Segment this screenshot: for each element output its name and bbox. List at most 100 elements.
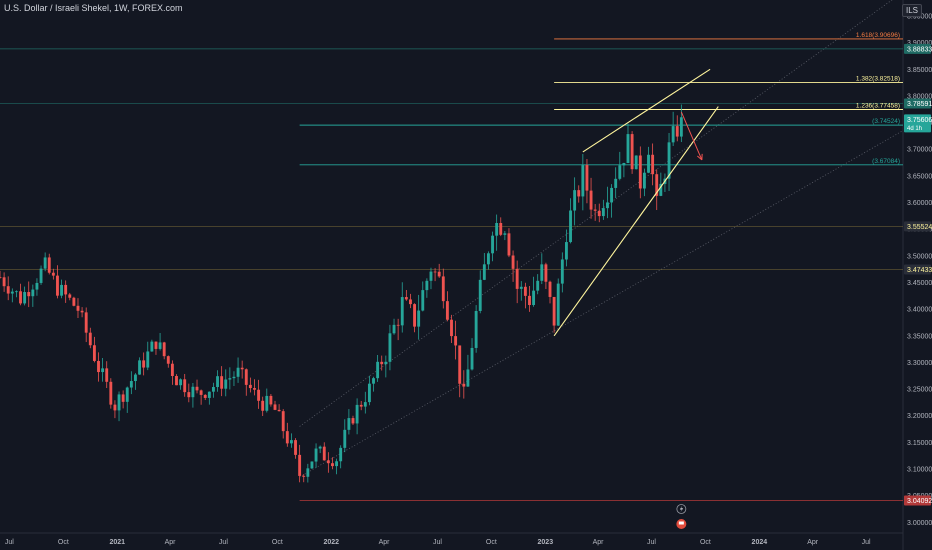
candle-body — [248, 384, 252, 389]
time-tick-label: Apr — [807, 539, 819, 546]
candle-body — [302, 475, 306, 477]
projection-arrow — [680, 111, 703, 161]
candle-body — [195, 386, 199, 391]
candle-body — [179, 379, 183, 386]
candle-body — [552, 296, 556, 326]
candle-body — [482, 264, 486, 280]
candle-body — [519, 286, 523, 289]
candle-body — [347, 418, 351, 430]
candle-body — [265, 395, 269, 411]
currency-badge[interactable]: ILS — [901, 4, 922, 17]
candle-body — [511, 255, 515, 269]
channel-line — [299, 0, 893, 427]
candle-body — [532, 290, 536, 305]
flag-icon — [676, 519, 687, 529]
candle-body — [380, 361, 384, 365]
price-tick-label: 3.80000 — [907, 93, 932, 100]
price-tick-label: 3.65000 — [907, 173, 932, 180]
candle-body — [634, 155, 638, 170]
candle-body — [601, 208, 605, 217]
candle-body — [478, 279, 482, 311]
candle-body — [507, 233, 511, 256]
candle-body — [158, 342, 162, 349]
candle-body — [211, 387, 215, 392]
time-tick-label: Jul — [862, 539, 871, 546]
candle-body — [372, 378, 375, 384]
candle-body — [121, 394, 125, 402]
price-axis-bg — [903, 0, 932, 550]
candle-body — [610, 187, 614, 203]
candle-body — [606, 202, 609, 209]
candle-body — [384, 361, 388, 365]
candle-body — [437, 271, 441, 277]
time-tick-label: Oct — [700, 539, 711, 546]
candle-body — [679, 117, 683, 137]
candle-body — [392, 324, 396, 334]
candle-body — [134, 374, 137, 382]
candle-body — [359, 404, 363, 407]
candle-body — [569, 210, 572, 243]
candle-body — [142, 360, 146, 368]
price-badge — [904, 114, 931, 133]
candle-body — [129, 381, 133, 388]
candle-body — [593, 209, 597, 211]
candle-body — [14, 291, 18, 293]
candle-body — [642, 172, 646, 189]
time-tick-label: Jul — [647, 539, 656, 546]
price-tick-label: 3.35000 — [907, 333, 932, 340]
candle-body — [269, 395, 273, 405]
candle-body — [577, 190, 581, 197]
candle-body — [191, 386, 195, 398]
candle-body — [425, 280, 429, 291]
fib-level-label: (3.67084) — [872, 158, 900, 165]
lightning-icon-ring — [676, 504, 687, 514]
time-tick-label: Jul — [219, 539, 228, 546]
candles — [0, 104, 683, 483]
candle-body — [203, 394, 207, 398]
candle-body — [454, 336, 458, 346]
price-tick-label: 3.45000 — [907, 280, 932, 287]
candle-body — [363, 402, 367, 407]
candle-body — [60, 284, 64, 296]
candle-body — [458, 345, 462, 384]
candle-body — [622, 162, 626, 166]
candle-body — [228, 378, 232, 380]
candle-body — [331, 463, 334, 467]
wedge-trendline — [582, 68, 711, 153]
candle-body — [548, 281, 552, 297]
candle-body — [244, 369, 248, 385]
lightning-icon-glyph — [679, 505, 684, 513]
candle-body — [647, 154, 650, 173]
candle-body — [236, 367, 240, 377]
candle-body — [523, 286, 527, 296]
candle-body — [220, 376, 224, 389]
candle-body — [409, 299, 412, 305]
candle-body — [355, 404, 359, 424]
price-badge — [904, 221, 931, 232]
fib-level-label: 1.618(3.90696) — [856, 32, 900, 39]
candle-body — [536, 280, 540, 291]
bar-countdown-label: 4d 1h — [907, 126, 922, 132]
candle-body — [166, 356, 170, 364]
price-badge — [904, 98, 931, 109]
candle-body — [232, 376, 236, 379]
candle-body — [667, 142, 671, 179]
price-badge-label: 3.04092 — [907, 498, 932, 505]
candle-body — [154, 341, 158, 349]
candle-body — [72, 297, 76, 306]
candle-body — [351, 418, 355, 424]
candle-body — [585, 165, 589, 191]
time-tick-label: Oct — [272, 539, 283, 546]
candle-body — [281, 411, 285, 432]
price-badge-label: 3.47433 — [907, 267, 932, 274]
time-tick-label: Apr — [165, 539, 177, 546]
candle-body — [638, 155, 642, 189]
time-tick-label: Apr — [379, 539, 391, 546]
candle-body — [491, 235, 494, 254]
candle-body — [2, 277, 6, 287]
candle-body — [224, 379, 228, 389]
price-tick-label: 3.70000 — [907, 147, 932, 154]
price-badge-label: 3.88833 — [907, 46, 932, 53]
candle-body — [404, 297, 408, 300]
